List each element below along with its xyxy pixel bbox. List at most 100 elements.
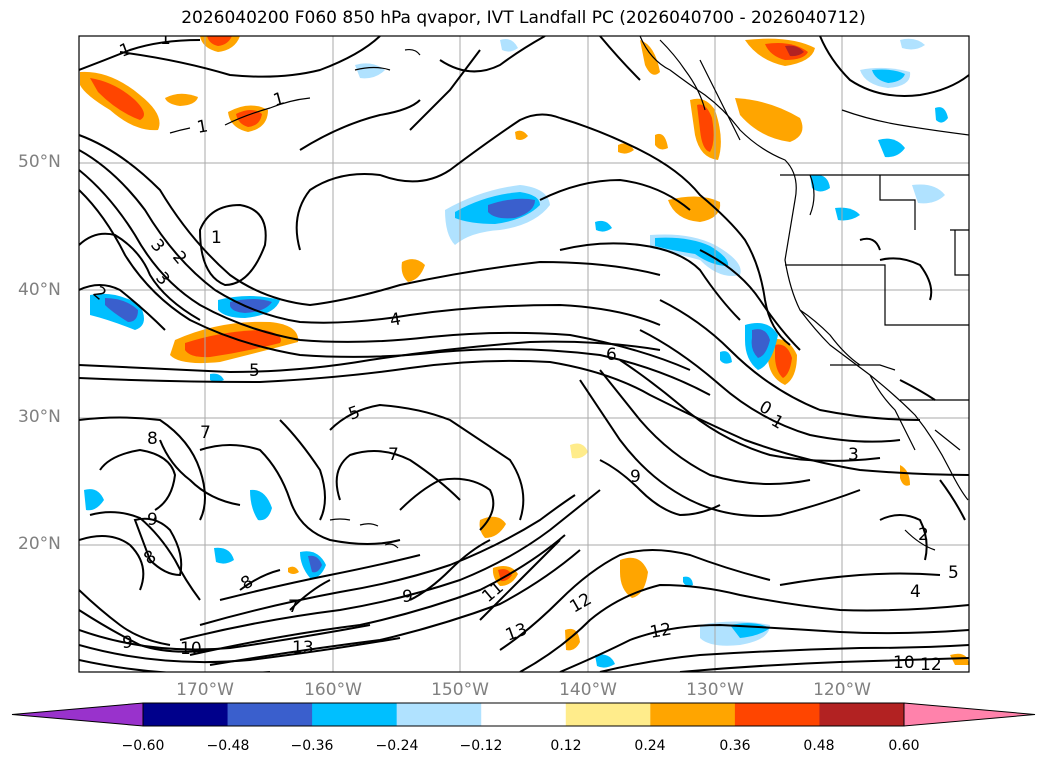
contour-label: 12 <box>920 655 942 675</box>
contour-label: 3 <box>848 445 859 465</box>
positive-anomaly-region <box>620 557 648 598</box>
plot-frame <box>78 35 970 673</box>
colorbar-segment <box>565 703 651 726</box>
colorbar <box>11 702 1036 727</box>
colorbar-segment <box>481 703 567 726</box>
contour-label: 9 <box>402 587 413 607</box>
contour-layer <box>79 36 969 672</box>
negative-anomaly-region <box>105 298 138 322</box>
negative-anomaly-region <box>214 547 234 564</box>
negative-anomaly-region <box>595 654 615 668</box>
colorbar-tick-label: −0.60 <box>121 738 165 754</box>
negative-anomaly-region <box>655 237 729 266</box>
positive-anomaly-region <box>785 45 804 57</box>
colorbar-segment <box>819 703 905 726</box>
colorbar-tick-label: −0.12 <box>459 738 503 754</box>
contour-label: 1 <box>271 89 287 111</box>
lon-label-170w: 170°W <box>176 680 234 700</box>
lon-label-160w: 160°W <box>304 680 362 700</box>
positive-anomaly-region <box>640 40 660 75</box>
positive-anomaly-region <box>185 330 281 358</box>
contour-label: 1 <box>160 29 171 49</box>
contour-label: 7 <box>200 423 211 443</box>
contour-label: 10 <box>893 653 915 673</box>
lon-label-150w: 150°W <box>431 680 489 700</box>
colorbar-frame <box>142 702 905 727</box>
contour-label: 5 <box>249 361 260 381</box>
positive-anomaly-region <box>288 566 299 574</box>
lat-label-40n: 40°N <box>18 280 61 300</box>
negative-anomaly-region <box>683 576 693 586</box>
lon-label-130w: 130°W <box>686 680 744 700</box>
positive-anomaly-region <box>735 98 803 142</box>
contour-label: 6 <box>606 345 617 365</box>
colorbar-extend-high <box>903 702 1036 727</box>
contour-label: 4 <box>910 582 921 602</box>
contour-label: 5 <box>948 563 959 583</box>
positive-anomaly-region <box>207 36 232 46</box>
contour-label: 1 <box>195 116 209 138</box>
colorbar-segment <box>227 703 313 726</box>
negative-anomaly-region <box>84 489 104 511</box>
negative-anomaly-region <box>878 138 905 158</box>
negative-anomaly-region <box>720 351 732 364</box>
negative-anomaly-region <box>900 38 925 50</box>
colorbar-segment <box>312 703 398 726</box>
colorbar-tick-label: −0.24 <box>375 738 419 754</box>
contour-label: 8 <box>147 429 158 449</box>
colorbar-tick-label: 0.60 <box>888 738 920 754</box>
contour-label: 7 <box>388 445 399 465</box>
positive-anomaly-region <box>900 465 910 486</box>
positive-anomaly-region <box>401 259 425 282</box>
contour-label: 1 <box>211 228 222 248</box>
negative-anomaly-region <box>210 373 224 382</box>
contour-label: 13 <box>292 638 314 658</box>
map-title: 2026040200 F060 850 hPa qvapor, IVT Land… <box>181 8 866 28</box>
colorbar-extend-low <box>11 702 144 727</box>
positive-anomaly-region <box>565 628 580 651</box>
negative-anomaly-region <box>935 107 948 123</box>
negative-anomaly-region <box>595 220 612 232</box>
contour-label: 12 <box>648 619 673 642</box>
colorbar-tick-label: 0.24 <box>634 738 666 754</box>
negative-anomaly-region <box>500 39 518 52</box>
colorbar-segment <box>396 703 482 726</box>
negative-anomaly-region <box>751 329 770 358</box>
colorbar-segment <box>734 703 820 726</box>
positive-anomaly-region <box>697 104 714 152</box>
colorbar-segment <box>143 703 229 726</box>
contour-label: 7 <box>288 597 299 617</box>
lat-label-30n: 30°N <box>18 407 61 427</box>
positive-anomaly-region <box>236 110 262 127</box>
negative-anomaly-region <box>835 207 860 221</box>
negative-anomaly-region <box>250 489 272 521</box>
negative-anomaly-region <box>308 555 322 573</box>
lat-label-20n: 20°N <box>18 534 61 554</box>
positive-anomaly-region <box>165 93 198 106</box>
negative-anomaly-region <box>810 174 830 192</box>
positive-anomaly-region <box>515 130 528 140</box>
negative-anomaly-region <box>872 69 905 83</box>
colorbar-tick-label: 0.12 <box>550 738 582 754</box>
negative-anomaly-region <box>912 184 945 204</box>
colorbar-tick-label: −0.48 <box>206 738 250 754</box>
colorbar-tick-label: −0.36 <box>290 738 334 754</box>
negative-anomaly-region <box>488 198 535 219</box>
contour-label: 9 <box>122 633 133 653</box>
contour-label: 10 <box>180 639 202 659</box>
colorbar-tick-label: 0.48 <box>803 738 835 754</box>
contour-label: 9 <box>630 467 641 487</box>
positive-anomaly-region <box>90 78 144 120</box>
colorbar-tick-label: 0.36 <box>719 738 751 754</box>
lat-label-50n: 50°N <box>18 152 61 172</box>
positive-anomaly-region <box>775 344 792 378</box>
contour-label: 4 <box>388 309 402 331</box>
contour-label: 9 <box>147 510 158 530</box>
contour-label: 2 <box>918 525 929 545</box>
positive-anomaly-region <box>950 653 969 665</box>
lon-label-120w: 120°W <box>813 680 871 700</box>
positive-anomaly-region <box>570 443 588 459</box>
colorbar-segment <box>650 703 736 726</box>
negative-anomaly-region <box>230 299 272 313</box>
